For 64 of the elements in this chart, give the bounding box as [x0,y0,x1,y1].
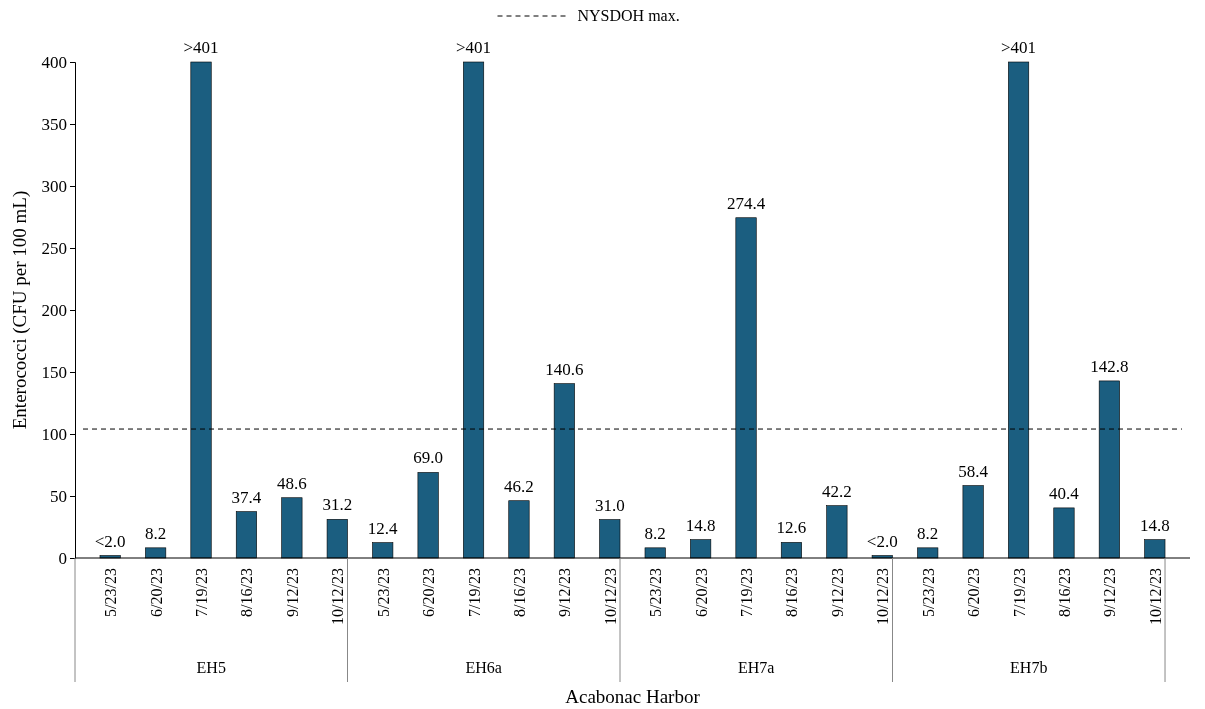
text: EH7b [1010,659,1048,676]
text: EH5 [196,659,226,676]
data-label: 8.2 [917,523,939,543]
data-label: 12.4 [367,518,399,538]
x-tick-label: 5/23/23 [919,568,937,617]
data-label: 142.8 [1090,356,1129,376]
x-tick-label: 8/16/23 [783,568,801,617]
x-tick-label: 6/20/23 [420,568,438,617]
data-label: 42.2 [822,481,852,501]
text: EH6a [465,659,502,676]
y-tick-label: 350 [41,114,67,134]
x-tick-label: 7/19/23 [193,568,211,617]
x-tick-label: 10/12/23 [329,568,347,625]
y-tick-label: 100 [41,424,67,444]
data-label: 12.6 [776,518,807,538]
data-label: >401 [455,38,492,57]
data-label: 140.6 [545,359,584,379]
data-label: 58.4 [958,461,989,481]
data-label: <2.0 [866,531,898,551]
x-tick-label: 10/12/23 [874,568,892,625]
y-tick-label: 150 [41,362,67,382]
y-tick-label: 200 [41,300,67,320]
x-tick-label: 10/12/23 [1146,568,1164,625]
legend-label: NYSDOH max. [577,7,680,24]
x-tick-label: 6/20/23 [965,568,983,617]
x-tick-label: 7/19/23 [1010,568,1028,617]
data-label: >401 [183,38,219,57]
data-label: 37.4 [231,487,262,507]
y-tick-label: 50 [50,486,67,506]
data-label: 8.2 [644,523,666,543]
y-tick-label: 400 [41,52,67,72]
text: EH7a [738,659,775,676]
data-label: 69.0 [413,448,443,468]
data-label: <2.0 [94,531,126,551]
y-tick-label: 250 [41,238,67,258]
y-tick-label: 300 [41,176,67,196]
data-label: 14.8 [685,515,716,535]
x-axis-title: Acabonac Harbor [565,686,701,707]
data-label: 40.4 [1049,483,1080,503]
data-label: 14.8 [1139,515,1170,535]
x-tick-label: 6/20/23 [692,568,710,617]
data-label: 274.4 [726,193,766,213]
x-tick-label: 7/19/23 [465,568,483,617]
data-label: 48.6 [276,473,307,493]
data-label: 31.2 [322,495,353,515]
y-axis-title: Enterococci (CFU per 100 mL) [9,190,31,430]
x-tick-label: 7/19/23 [738,568,756,617]
x-tick-label: 8/16/23 [238,568,256,617]
data-label: 8.2 [144,523,167,543]
data-label: 31.0 [594,495,625,515]
x-tick-label: 9/12/23 [283,568,301,617]
x-tick-label: 5/23/23 [102,568,120,617]
x-tick-label: 5/23/23 [374,568,392,617]
data-label: >401 [1001,38,1037,57]
x-tick-label: 8/16/23 [510,568,528,617]
x-tick-label: 9/12/23 [828,568,846,617]
y-tick-label: 0 [58,548,67,568]
x-tick-label: 6/20/23 [147,568,165,617]
x-tick-label: 8/16/23 [1055,568,1073,617]
x-tick-label: 9/12/23 [556,568,574,617]
data-label: 46.2 [504,476,534,496]
x-tick-label: 9/12/23 [1101,568,1119,617]
x-tick-label: 10/12/23 [601,568,619,625]
x-tick-label: 5/23/23 [647,568,665,617]
